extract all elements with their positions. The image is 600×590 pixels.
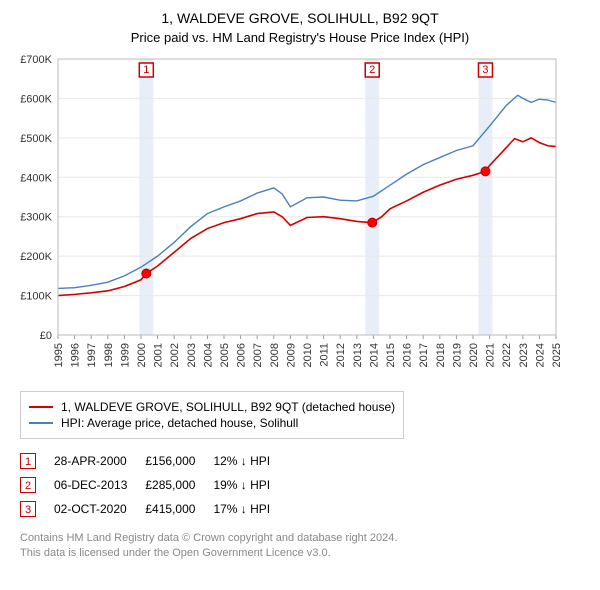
svg-text:2011: 2011: [319, 343, 331, 367]
legend-item: 1, WALDEVE GROVE, SOLIHULL, B92 9QT (det…: [29, 400, 395, 414]
svg-text:2002: 2002: [169, 343, 181, 367]
svg-text:2020: 2020: [468, 343, 480, 367]
footer-attribution: Contains HM Land Registry data © Crown c…: [20, 531, 590, 562]
footer-line: This data is licensed under the Open Gov…: [20, 546, 590, 561]
sale-delta: 12% ↓ HPI: [213, 449, 288, 473]
sale-marker-number: 3: [482, 64, 488, 76]
svg-text:2006: 2006: [236, 343, 248, 367]
svg-text:2009: 2009: [285, 343, 297, 367]
svg-text:£700K: £700K: [20, 54, 52, 66]
svg-text:1998: 1998: [103, 343, 115, 367]
legend-label: 1, WALDEVE GROVE, SOLIHULL, B92 9QT (det…: [61, 400, 395, 414]
chart-title: 1, WALDEVE GROVE, SOLIHULL, B92 9QT: [10, 10, 590, 26]
legend-label: HPI: Average price, detached house, Soli…: [61, 416, 298, 430]
sale-delta: 19% ↓ HPI: [213, 473, 288, 497]
legend-item: HPI: Average price, detached house, Soli…: [29, 416, 395, 430]
svg-text:2016: 2016: [402, 343, 414, 367]
sale-index-box: 1: [20, 453, 36, 469]
sale-date: 02-OCT-2020: [54, 497, 145, 521]
sale-index-box: 3: [20, 501, 36, 517]
svg-text:2000: 2000: [136, 343, 148, 367]
svg-text:2025: 2025: [551, 343, 563, 367]
sale-price: £415,000: [145, 497, 213, 521]
svg-text:2019: 2019: [451, 343, 463, 367]
legend: 1, WALDEVE GROVE, SOLIHULL, B92 9QT (det…: [20, 391, 404, 439]
sale-index-box: 2: [20, 477, 36, 493]
sale-marker-dot: [481, 167, 490, 176]
svg-text:£0: £0: [40, 330, 52, 342]
svg-text:2021: 2021: [485, 343, 497, 367]
svg-text:2005: 2005: [219, 343, 231, 367]
svg-text:£500K: £500K: [20, 133, 52, 145]
svg-text:2017: 2017: [418, 343, 430, 367]
svg-text:1995: 1995: [53, 343, 65, 367]
sales-row: 1 28-APR-2000£156,00012% ↓ HPI: [20, 449, 288, 473]
sales-row: 2 06-DEC-2013£285,00019% ↓ HPI: [20, 473, 288, 497]
svg-text:2012: 2012: [335, 343, 347, 367]
sale-marker-dot: [368, 218, 377, 227]
chart-container: £0 £100K £200K £300K £400K £500K £600K £700K 199…: [10, 53, 590, 383]
sales-row: 3 02-OCT-2020£415,00017% ↓ HPI: [20, 497, 288, 521]
svg-text:2010: 2010: [302, 343, 314, 367]
svg-text:2018: 2018: [435, 343, 447, 367]
sales-table: 1 28-APR-2000£156,00012% ↓ HPI 2 06-DEC-201…: [20, 449, 288, 521]
svg-text:£100K: £100K: [20, 291, 52, 303]
svg-text:2015: 2015: [385, 343, 397, 367]
svg-text:2008: 2008: [269, 343, 281, 367]
svg-text:2004: 2004: [202, 343, 214, 367]
sale-marker-number: 2: [369, 64, 375, 76]
svg-text:1996: 1996: [70, 343, 82, 367]
legend-swatch: [29, 422, 53, 424]
sale-delta: 17% ↓ HPI: [213, 497, 288, 521]
sale-date: 28-APR-2000: [54, 449, 145, 473]
svg-text:2003: 2003: [186, 343, 198, 367]
sale-price: £285,000: [145, 473, 213, 497]
svg-text:£200K: £200K: [20, 251, 52, 263]
chart-subtitle: Price paid vs. HM Land Registry's House …: [10, 30, 590, 45]
svg-text:2022: 2022: [501, 343, 513, 367]
svg-text:£300K: £300K: [20, 212, 52, 224]
svg-text:2014: 2014: [368, 343, 380, 367]
svg-text:2007: 2007: [252, 343, 264, 367]
sale-price: £156,000: [145, 449, 213, 473]
price-chart: £0 £100K £200K £300K £400K £500K £600K £700K 199…: [10, 53, 570, 383]
svg-text:£400K: £400K: [20, 172, 52, 184]
svg-text:2001: 2001: [153, 343, 165, 367]
svg-text:2023: 2023: [518, 343, 530, 367]
svg-text:1999: 1999: [119, 343, 131, 367]
svg-text:2013: 2013: [352, 343, 364, 367]
sale-date: 06-DEC-2013: [54, 473, 145, 497]
legend-swatch: [29, 406, 53, 408]
sale-marker-dot: [142, 269, 151, 278]
svg-text:1997: 1997: [86, 343, 98, 367]
sale-marker-number: 1: [143, 64, 149, 76]
footer-line: Contains HM Land Registry data © Crown c…: [20, 531, 590, 546]
svg-text:£600K: £600K: [20, 93, 52, 105]
svg-text:2024: 2024: [534, 343, 546, 367]
